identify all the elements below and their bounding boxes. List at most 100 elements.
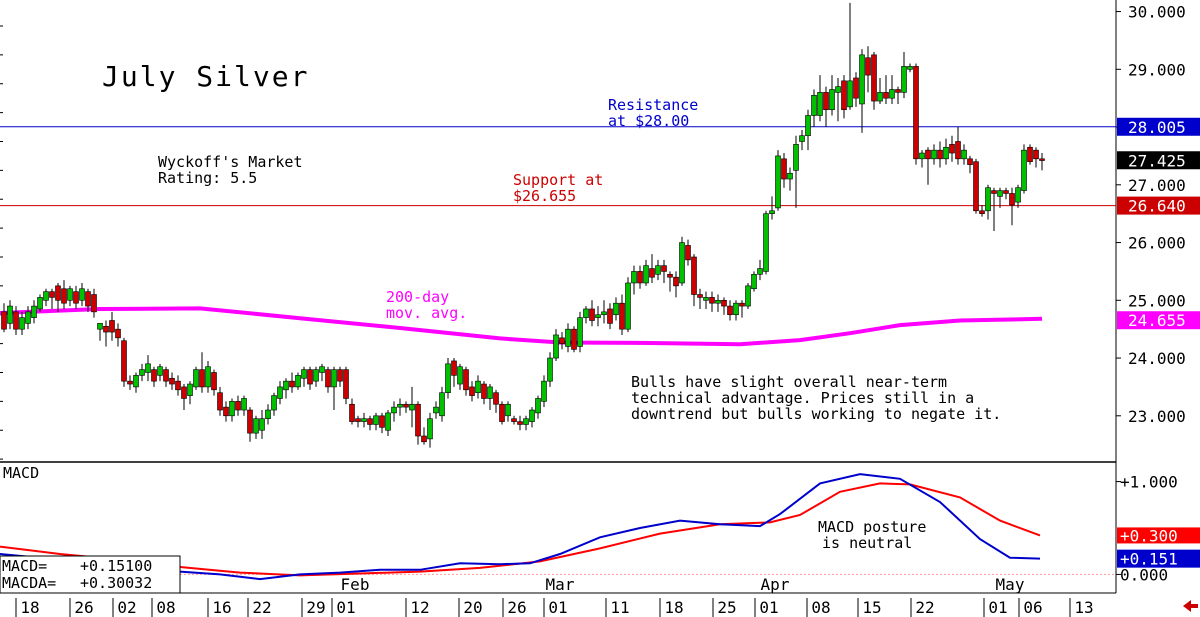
candle — [583, 306, 589, 324]
candle — [925, 147, 931, 185]
candle — [451, 358, 457, 387]
candle — [847, 2, 853, 110]
x-day-label: 01 — [988, 598, 1007, 617]
x-day-label: 12 — [410, 598, 429, 617]
candle — [175, 375, 181, 396]
candle — [349, 398, 355, 425]
rating-annotation-line1: Wyckoff's Market — [158, 153, 303, 171]
candle-body — [175, 380, 181, 391]
candle — [811, 89, 817, 128]
candle — [73, 285, 79, 309]
x-axis-labels: 18 26 02 08 16 22 29 01 12 20 26 01 11 18 25 01 08 15 22 01… — [15, 575, 1094, 617]
candle-body — [679, 242, 685, 284]
candle-body — [769, 210, 775, 214]
candle-body — [565, 328, 571, 347]
candle-body — [55, 285, 61, 301]
candle-body — [223, 406, 229, 417]
candle-body — [823, 92, 829, 111]
macd-readout-box — [0, 555, 181, 594]
candle-body — [103, 325, 109, 333]
candle — [721, 297, 727, 315]
candle — [1009, 187, 1015, 226]
candle — [673, 271, 679, 298]
candle — [973, 158, 979, 214]
candle — [325, 366, 331, 393]
chart-title: July Silver — [102, 60, 309, 93]
candle-body — [469, 386, 475, 396]
x-day-label: 22 — [915, 598, 934, 617]
candle — [997, 187, 1003, 208]
candle-body — [61, 288, 67, 304]
x-month-label: Apr — [761, 575, 790, 594]
candle-body — [925, 149, 931, 160]
candle-body — [817, 92, 823, 116]
candle — [223, 401, 229, 422]
candle-body — [637, 271, 643, 284]
macda-readout-value: +0.30032 — [80, 574, 152, 592]
candle-body — [193, 369, 199, 388]
candle — [283, 378, 289, 399]
candle-body — [259, 418, 265, 431]
candle-body — [331, 369, 337, 388]
candle — [121, 337, 127, 387]
x-axis: 18 26 02 08 16 22 29 01 12 20 26 01 11 18 25 01 08 15 22 01… — [0, 575, 1116, 617]
support-label: 26.640 — [1128, 197, 1186, 216]
support-annotation-line2: $26.655 — [513, 187, 576, 205]
candle-body — [1009, 193, 1015, 206]
candle-body — [139, 369, 145, 376]
candle — [529, 407, 535, 428]
candle-body — [1015, 187, 1021, 203]
macd-tick-label: +1.000 — [1120, 473, 1178, 492]
x-day-label: 06 — [1023, 598, 1042, 617]
candle-body — [265, 409, 271, 419]
candle-body — [247, 409, 253, 434]
candle — [493, 389, 499, 413]
candle-body — [199, 369, 205, 388]
candle — [979, 205, 985, 217]
candle — [619, 294, 625, 335]
x-day-label: 02 — [117, 598, 136, 617]
candle-body — [589, 308, 595, 321]
candle — [871, 51, 877, 110]
candle — [727, 300, 733, 321]
candle-body — [361, 418, 367, 422]
comment-annotation-line1: Bulls have slight overall near-term — [631, 373, 947, 391]
candle-body — [859, 54, 865, 105]
candle — [751, 271, 757, 292]
candle — [559, 332, 565, 350]
candle — [235, 395, 241, 416]
resistance-annotation-line2: at $28.00 — [608, 112, 689, 130]
candle — [655, 259, 661, 281]
candle-body — [127, 380, 133, 385]
macd-annotation: MACD posture is neutral — [818, 518, 935, 552]
candle — [937, 141, 943, 168]
candle — [391, 401, 397, 422]
candle-body — [745, 285, 751, 307]
candle-body — [571, 328, 577, 350]
candle — [409, 386, 415, 428]
x-day-label: 15 — [862, 598, 881, 617]
scroll-left-arrow-icon[interactable] — [1183, 600, 1198, 612]
candle-body — [337, 369, 343, 382]
candle-body — [919, 152, 925, 160]
x-day-label: 25 — [717, 598, 736, 617]
candle-body — [133, 375, 139, 388]
candle-body — [997, 190, 1003, 197]
candle — [853, 72, 859, 107]
ma200-label-box — [1117, 311, 1200, 330]
candle-body — [517, 421, 523, 425]
candle — [1015, 184, 1021, 208]
candle — [367, 415, 373, 431]
candle-body — [811, 94, 817, 116]
candle-body — [25, 311, 31, 324]
candle-body — [283, 380, 289, 391]
candle — [313, 366, 319, 387]
candle — [79, 282, 85, 307]
candle-body — [553, 334, 559, 359]
macda-label: +0.300 — [1120, 526, 1178, 545]
candle-body — [559, 337, 565, 344]
candle — [643, 259, 649, 286]
candle-body — [751, 274, 757, 290]
candle — [163, 366, 169, 387]
candle-body — [31, 305, 37, 318]
